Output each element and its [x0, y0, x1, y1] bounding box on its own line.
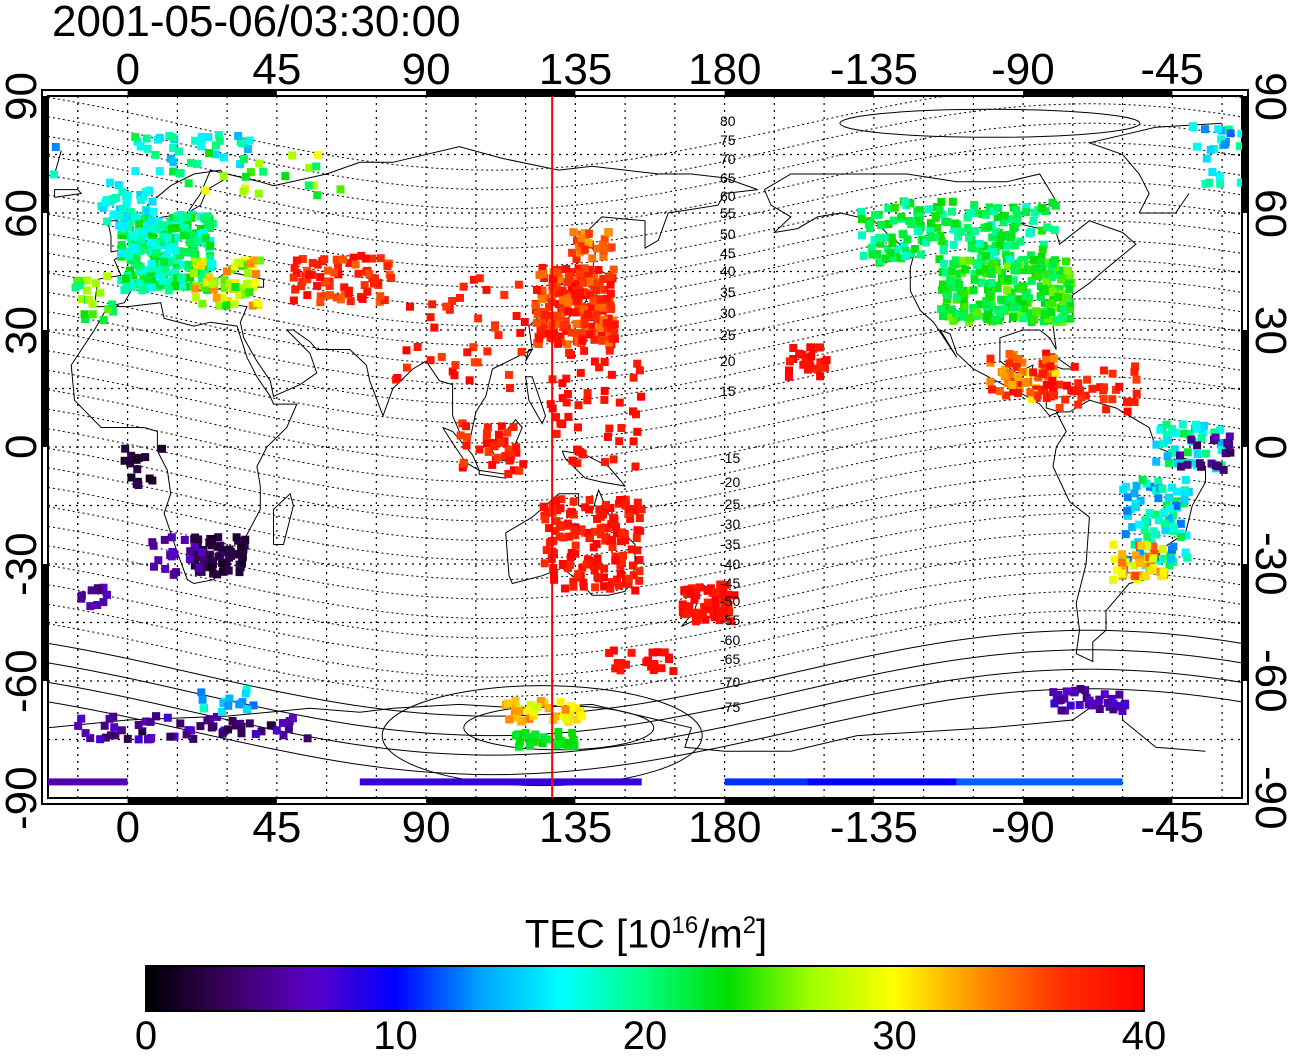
colorbar-title: TEC [1016/m2]: [524, 912, 768, 957]
magnetic-lat-label: -40: [720, 556, 740, 572]
magnetic-lat-label: 35: [720, 284, 736, 300]
top-lon-tick-label: -135: [829, 45, 918, 94]
colorbar-tick-label: 10: [373, 1014, 418, 1058]
magnetic-lat-label: -45: [720, 575, 740, 591]
tec-measurements: [48, 122, 1242, 786]
map-title: 2001-05-06/03:30:00: [52, 0, 461, 46]
bottom-lon-tick-label: 45: [252, 803, 302, 852]
magnetic-lat-label: -25: [720, 496, 740, 512]
bottom-lon-tick-label: -90: [991, 803, 1055, 852]
top-lon-tick-label: -90: [991, 45, 1055, 94]
top-lon-tick-label: 90: [401, 45, 451, 94]
bottom-lon-tick-label: -135: [829, 803, 918, 852]
colorbar-tick-label: 0: [134, 1014, 158, 1058]
top-lon-tick-label: 0: [115, 45, 141, 94]
colorbar: [145, 965, 1145, 1012]
magnetic-lat-label: -65: [720, 651, 740, 667]
colorbar-tick-label: 40: [1121, 1014, 1167, 1058]
bottom-lon-tick-label: 0: [115, 803, 141, 852]
magnetic-lat-label: -15: [720, 450, 740, 466]
magnetic-lat-label: 65: [720, 170, 736, 186]
magnetic-lat-label: 30: [720, 305, 736, 321]
magnetic-lat-label: 80: [720, 113, 736, 129]
magnetic-lat-label: -55: [720, 612, 740, 628]
magnetic-lat-label: -50: [720, 593, 740, 609]
magnetic-lat-label: 70: [720, 151, 736, 167]
top-lon-tick-label: 45: [252, 45, 302, 94]
bottom-lon-tick-label: -45: [1140, 803, 1204, 852]
colorbar-tick-label: 30: [872, 1014, 917, 1058]
coastlines: [48, 122, 1223, 752]
map-frame: [41, 89, 1249, 805]
magnetic-lat-label: 50: [720, 226, 736, 242]
bottom-lon-tick-label: 90: [401, 803, 451, 852]
magnetic-lat-label: -75: [720, 699, 740, 715]
magnetic-lat-label: -20: [720, 474, 740, 490]
bottom-lon-tick-label: 135: [538, 803, 613, 852]
magnetic-lat-label: 55: [720, 205, 736, 221]
magnetic-lat-label: 45: [720, 245, 736, 261]
bottom-lon-tick-label: 180: [688, 803, 762, 852]
top-lon-tick-label: 180: [688, 45, 762, 94]
top-lon-tick-label: -45: [1140, 45, 1204, 94]
magnetic-lat-label: 40: [720, 263, 736, 279]
magnetic-lat-label: 25: [720, 327, 736, 343]
magnetic-lat-label: 60: [720, 188, 736, 204]
magnetic-lat-label: -60: [720, 632, 740, 648]
magnetic-lat-label: 20: [720, 353, 736, 369]
colorbar-tick-label: 20: [622, 1014, 668, 1058]
magnetic-lat-label: 15: [720, 383, 736, 399]
magnetic-lat-label: 75: [720, 132, 736, 148]
top-lon-tick-label: 135: [538, 45, 613, 94]
magnetic-lat-label: -70: [720, 674, 740, 690]
magnetic-lat-label: -30: [720, 516, 740, 532]
magnetic-lat-label: -35: [720, 536, 740, 552]
